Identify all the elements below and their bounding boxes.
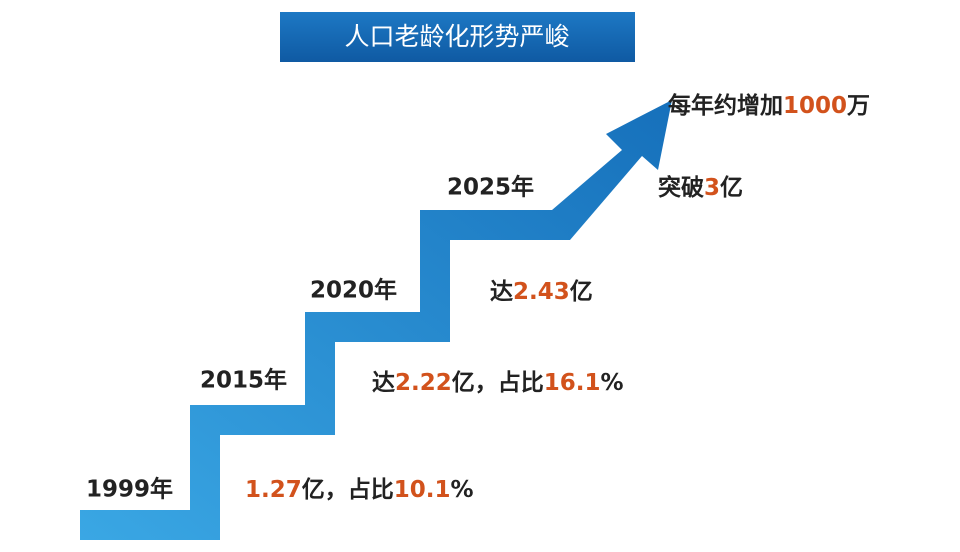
year-label: 1999年 <box>86 476 173 503</box>
step-note: 达2.22亿，占比16.1% <box>372 370 624 396</box>
text-part: 每年约增加 <box>668 92 783 119</box>
step-note: 突破3亿 <box>658 174 743 201</box>
trend-note: 每年约增加1000万 <box>668 92 870 119</box>
text-part: 2.22 <box>395 370 452 396</box>
step-note: 1.27亿，占比10.1% <box>245 477 474 503</box>
text-part: 达 <box>490 279 513 305</box>
text-part: 达 <box>372 370 395 396</box>
staircase-arrow <box>80 100 672 540</box>
year-label: 2025年 <box>447 174 534 201</box>
text-part: % <box>451 477 474 503</box>
text-part: 1.27 <box>245 477 302 503</box>
text-part: 亿 <box>570 279 593 305</box>
text-part: 1000 <box>783 93 847 119</box>
text-part: 万 <box>847 93 870 119</box>
title-box <box>280 12 635 62</box>
text-part: % <box>601 370 624 396</box>
text-part: 3 <box>704 175 720 201</box>
text-part: 亿 <box>720 175 743 201</box>
text-part: 2.43 <box>513 279 570 305</box>
text-part: 突破 <box>658 174 704 201</box>
step-note: 达2.43亿 <box>490 279 593 305</box>
year-label: 2015年 <box>200 367 287 394</box>
text-part: 10.1 <box>394 477 451 503</box>
text-part: 16.1 <box>544 370 601 396</box>
title: 人口老龄化形势严峻 <box>344 22 569 51</box>
year-label: 2020年 <box>310 277 397 304</box>
text-part: 亿，占比 <box>302 477 394 503</box>
text-part: 亿，占比 <box>452 370 544 396</box>
